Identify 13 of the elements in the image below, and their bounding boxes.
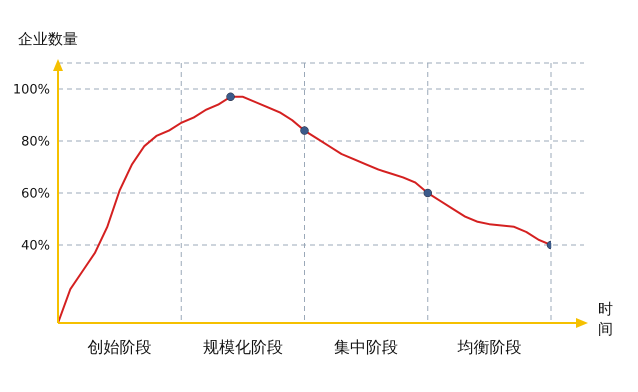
- y-axis-title: 企业数量: [18, 30, 78, 49]
- x-tick-label: 集中阶段: [334, 337, 398, 356]
- x-tick-label: 创始阶段: [88, 337, 152, 356]
- y-tick-label: 100%: [12, 82, 50, 98]
- x-axis-title: 时间: [598, 299, 614, 339]
- point: [226, 92, 235, 102]
- x-tick-label: 均衡阶段: [456, 337, 522, 356]
- point: [300, 126, 309, 135]
- y-tick-label: 40%: [21, 238, 50, 254]
- point: [424, 188, 432, 198]
- y-tick-label: 80%: [21, 134, 50, 150]
- x-tick-label: 规模化阶段: [202, 337, 283, 356]
- y-tick-label: 60%: [21, 186, 50, 202]
